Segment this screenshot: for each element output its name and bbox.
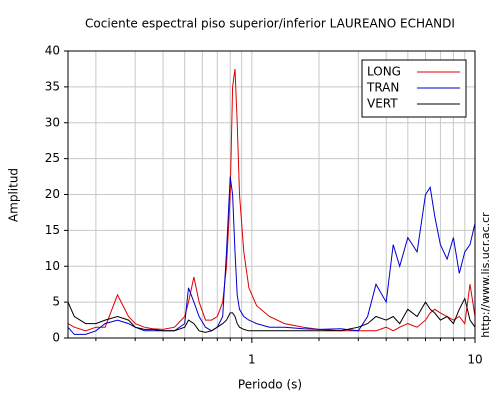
legend-label: LONG — [367, 65, 401, 79]
y-tick-label: 5 — [52, 295, 60, 309]
x-axis-label: Periodo (s) — [238, 378, 302, 392]
side-text: http://www.lis.ucr.ac.cr — [479, 212, 492, 338]
y-tick-label: 15 — [45, 223, 60, 237]
y-tick-label: 40 — [45, 44, 60, 58]
y-axis-label: Amplitud — [7, 168, 21, 222]
series-line — [67, 176, 476, 335]
series-line — [67, 68, 476, 332]
legend-label: VERT — [367, 97, 398, 111]
y-tick-label: 20 — [45, 187, 60, 201]
chart-title: Cociente espectral piso superior/inferio… — [85, 17, 455, 31]
y-tick-label: 30 — [45, 115, 60, 129]
y-tick-label: 10 — [45, 259, 60, 273]
legend-label: TRAN — [366, 81, 399, 95]
plot-frame — [67, 50, 476, 339]
x-tick-label: 10 — [467, 353, 482, 367]
y-tick-label: 0 — [52, 331, 60, 345]
series-line — [67, 297, 476, 333]
y-tick-label: 25 — [45, 151, 60, 165]
y-tick-label: 35 — [45, 79, 60, 93]
x-tick-label: 1 — [248, 353, 256, 367]
